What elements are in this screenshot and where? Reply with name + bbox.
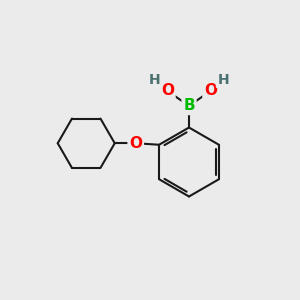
Text: H: H (218, 73, 229, 86)
Text: O: O (204, 83, 217, 98)
Text: B: B (183, 98, 195, 113)
Text: O: O (161, 83, 174, 98)
Text: O: O (129, 136, 142, 151)
Text: H: H (149, 73, 160, 86)
